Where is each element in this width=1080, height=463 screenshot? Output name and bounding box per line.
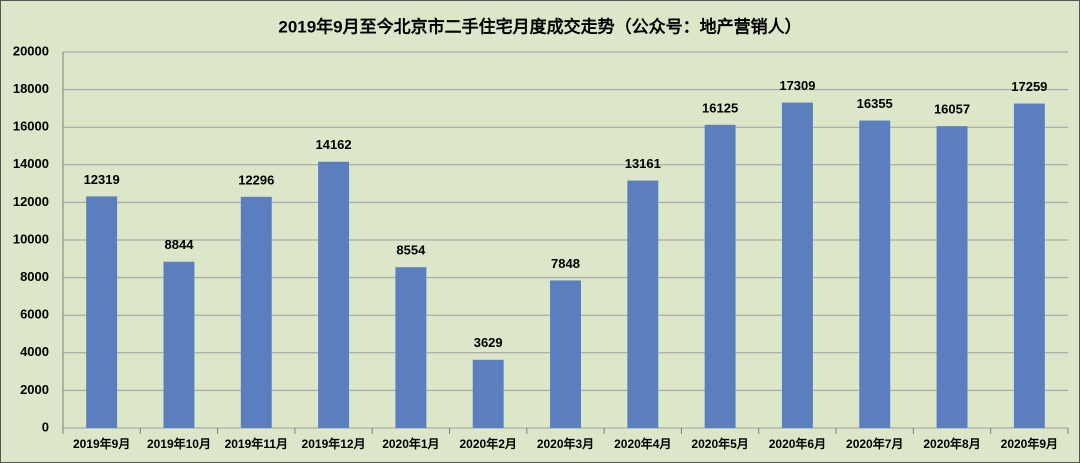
x-tick-label: 2020年9月 — [1001, 436, 1058, 451]
y-tick-label: 4000 — [20, 344, 49, 359]
value-label: 17309 — [779, 78, 815, 93]
bar — [395, 267, 427, 428]
value-label: 17259 — [1011, 79, 1047, 94]
value-label: 16057 — [934, 102, 970, 117]
x-tick-label: 2020年1月 — [382, 436, 439, 451]
x-tick-label: 2020年4月 — [614, 436, 671, 451]
bar — [1013, 103, 1045, 429]
value-label: 12296 — [238, 172, 274, 187]
x-tick-label: 2020年6月 — [769, 436, 826, 451]
y-tick-label: 18000 — [13, 81, 49, 96]
y-tick-label: 10000 — [13, 231, 49, 246]
y-tick-label: 20000 — [13, 43, 49, 58]
value-label: 13161 — [625, 156, 661, 171]
x-tick-label: 2020年2月 — [460, 436, 517, 451]
x-tick-label: 2019年9月 — [73, 436, 130, 451]
bar — [627, 180, 659, 428]
bar — [704, 124, 736, 428]
bar — [936, 126, 968, 428]
x-tick-label: 2020年3月 — [537, 436, 594, 451]
y-tick-label: 16000 — [13, 119, 49, 134]
bar — [472, 359, 504, 428]
value-label: 3629 — [474, 335, 503, 350]
x-tick-label: 2019年10月 — [147, 436, 211, 451]
value-label: 7848 — [551, 256, 580, 271]
value-label: 8844 — [165, 237, 195, 252]
y-tick-label: 0 — [42, 419, 49, 434]
value-label: 8554 — [396, 243, 426, 258]
bar — [781, 102, 813, 429]
bar — [550, 280, 581, 428]
y-tick-label: 6000 — [20, 307, 49, 322]
bar — [318, 161, 350, 428]
value-label: 12319 — [84, 172, 120, 187]
y-tick-label: 2000 — [20, 382, 49, 397]
bar — [859, 120, 891, 428]
x-tick-label: 2020年5月 — [691, 436, 748, 451]
chart-title: 2019年9月至今北京市二手住宅月度成交走势（公众号：地产营销人） — [278, 16, 801, 36]
y-tick-label: 14000 — [13, 156, 49, 171]
bar — [163, 261, 195, 428]
bar — [240, 196, 272, 428]
value-label: 16355 — [857, 96, 893, 111]
bar — [86, 196, 118, 428]
value-label: 16125 — [702, 100, 738, 115]
x-tick-label: 2020年7月 — [846, 436, 903, 451]
x-tick-label: 2020年8月 — [923, 436, 980, 451]
y-tick-label: 12000 — [13, 194, 49, 209]
value-label: 14162 — [315, 137, 351, 152]
x-tick-label: 2019年11月 — [225, 436, 288, 451]
y-tick-label: 8000 — [20, 269, 49, 284]
x-tick-label: 2019年12月 — [302, 436, 366, 451]
